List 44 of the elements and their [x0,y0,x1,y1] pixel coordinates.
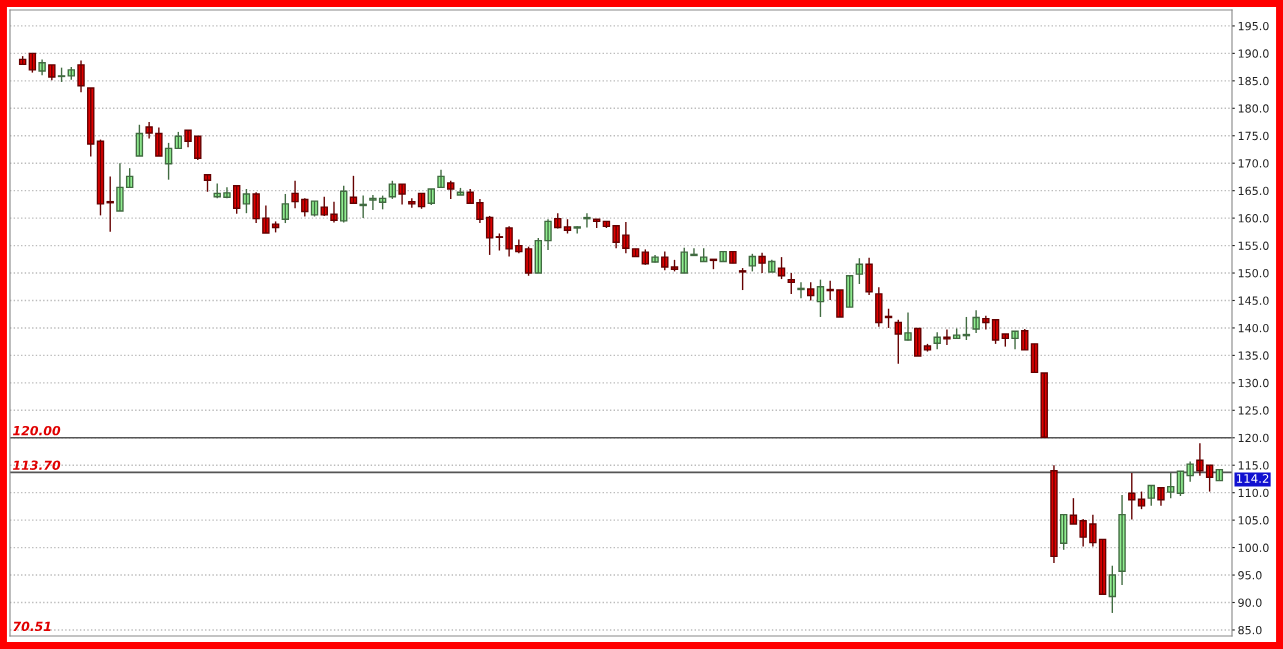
candlestick [320,196,328,217]
ref-line-label: 120.00 [12,425,61,436]
y-tick-label: 145.0 [1238,296,1269,305]
y-tick-label: 155.0 [1238,241,1269,250]
text: 114.2 [1236,473,1269,483]
candlestick [651,254,659,264]
y-tick-label: 85.0 [1238,625,1262,635]
ref-line-label: 113.70 [12,460,61,470]
y-tick-label: 170.0 [1238,159,1269,168]
y-tick-label: 160.0 [1238,214,1269,223]
y-tick-label: 120.0 [1238,433,1269,443]
candlestick [914,327,922,357]
candlestick [836,289,844,318]
candlestick [719,250,727,263]
y-tick-label: 185.0 [1238,76,1269,86]
y-tick-label: 90.0 [1238,598,1262,607]
y-tick-label: 140.0 [1238,323,1269,333]
y-tick-label: 110.0 [1238,488,1269,498]
candlestick [408,197,416,209]
candlestick [1098,538,1107,595]
candlestick [738,267,747,291]
y-tick-label: 175.0 [1238,131,1269,141]
y-tick-label: 115.0 [1238,461,1269,470]
candlestick [398,183,406,206]
y-tick-label: 95.0 [1238,571,1262,580]
candlestick [1030,343,1039,374]
y-tick-label: 165.0 [1238,186,1269,196]
candlestick [1040,372,1048,438]
candlestick [145,121,153,140]
candlestick [845,275,854,308]
candlestick [1069,497,1078,525]
y-tick-label: 195.0 [1238,21,1269,31]
y-tick-label: 105.0 [1238,516,1269,525]
candlestick [729,250,737,264]
y-tick-label: 190.0 [1238,49,1269,58]
y-tick-label: 135.0 [1238,351,1269,360]
y-tick-label: 180.0 [1238,104,1269,113]
y-tick-label: 125.0 [1238,406,1269,415]
y-tick-label: 130.0 [1238,378,1269,388]
candlestick [301,197,309,218]
y-tick-label: 100.0 [1238,543,1269,552]
candlestick [447,180,455,200]
annotation: 70.51 [13,621,51,632]
y-tick-label: 150.0 [1238,269,1269,278]
